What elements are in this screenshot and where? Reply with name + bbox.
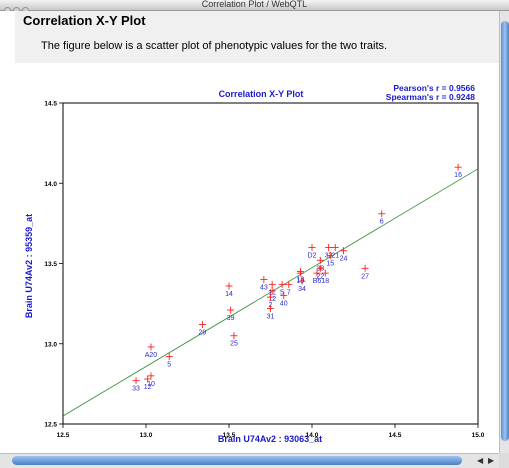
x-axis-label: Brain U74Av2 : 93063_at bbox=[218, 434, 322, 444]
data-point: 15 bbox=[326, 251, 334, 267]
data-point: 12 bbox=[144, 375, 152, 391]
data-point: 25 bbox=[230, 332, 238, 348]
data-point-label: B6 bbox=[313, 278, 322, 285]
horizontal-scrollbar[interactable]: ◀ ▶ bbox=[0, 453, 499, 468]
page-description: The figure below is a scatter plot of ph… bbox=[41, 40, 388, 52]
scrollbar-corner bbox=[499, 453, 509, 468]
data-point: D2 bbox=[308, 243, 317, 259]
y-tick-label: 12.5 bbox=[44, 422, 57, 429]
plot-area bbox=[62, 102, 479, 425]
data-point: 24 bbox=[340, 247, 348, 263]
vertical-scroll-thumb[interactable] bbox=[501, 21, 509, 441]
scroll-right-arrow-icon[interactable]: ▶ bbox=[488, 456, 495, 465]
data-point: 27 bbox=[361, 264, 369, 280]
data-point: B6 bbox=[313, 269, 322, 285]
data-point-label: 25 bbox=[230, 341, 238, 348]
y-tick-label: 14.5 bbox=[44, 101, 57, 108]
data-point: 5 bbox=[278, 280, 286, 296]
data-point-label: 14 bbox=[225, 291, 233, 298]
data-point-label: 27 bbox=[361, 273, 369, 280]
y-tick-label: 13.0 bbox=[44, 341, 57, 348]
data-point: 7 bbox=[285, 280, 293, 296]
data-point-label: 40 bbox=[280, 301, 288, 308]
data-point-label: 13 bbox=[296, 277, 304, 284]
data-point-label: 12 bbox=[268, 296, 276, 303]
data-point-label: 31 bbox=[267, 313, 275, 320]
data-point-label: 5 bbox=[167, 362, 171, 369]
x-tick-label: 12.5 bbox=[57, 432, 70, 439]
scatter-chart: 1662427322115D2382218B613193474311125402… bbox=[24, 83, 485, 444]
x-tick-label: 13.0 bbox=[140, 432, 153, 439]
data-point-label: 24 bbox=[340, 256, 348, 263]
pearson-stat: Pearson's r = 0.9566 bbox=[393, 83, 475, 93]
data-point-label: 34 bbox=[298, 286, 306, 293]
data-point-label: 12 bbox=[144, 384, 152, 391]
data-point: 43 bbox=[260, 276, 268, 292]
data-point-label: 19 bbox=[296, 278, 304, 285]
data-point-label: 5 bbox=[280, 289, 284, 296]
data-point: 39 bbox=[227, 306, 235, 322]
y-tick-label: 13.5 bbox=[44, 261, 57, 268]
data-point: 19 bbox=[296, 269, 304, 285]
page-content: Correlation X-Y Plot The figure below is… bbox=[0, 11, 499, 453]
data-point: 40 bbox=[280, 292, 288, 308]
page-title: Correlation X-Y Plot bbox=[23, 13, 146, 28]
data-point: 5 bbox=[165, 353, 173, 369]
data-point: 31 bbox=[267, 304, 275, 320]
horizontal-scroll-thumb[interactable] bbox=[12, 456, 462, 465]
x-tick-label: 14.5 bbox=[389, 432, 402, 439]
data-point: 10 bbox=[147, 372, 155, 388]
data-point: 33 bbox=[132, 377, 140, 393]
x-tick-label: 15.0 bbox=[472, 432, 485, 439]
data-point-label: 15 bbox=[326, 260, 334, 267]
data-point-label: 18 bbox=[321, 278, 329, 285]
data-point-label: 21 bbox=[331, 252, 339, 259]
window-titlebar: Correlation Plot / WebQTL bbox=[0, 0, 509, 14]
data-point: 21 bbox=[331, 243, 339, 259]
data-point-label: 29 bbox=[199, 329, 207, 336]
data-point-label: D2 bbox=[308, 252, 317, 259]
x-tick-label: 14.0 bbox=[306, 432, 319, 439]
data-point: 18 bbox=[321, 269, 329, 285]
scroll-left-arrow-icon[interactable]: ◀ bbox=[477, 456, 484, 465]
chart-title: Correlation X-Y Plot bbox=[219, 89, 304, 99]
data-point: 6 bbox=[378, 210, 386, 226]
data-point: 32 bbox=[325, 243, 333, 259]
y-tick-label: 14.0 bbox=[44, 181, 57, 188]
data-point-label: A20 bbox=[145, 352, 158, 359]
page-header: Correlation X-Y Plot The figure below is… bbox=[15, 11, 499, 63]
data-point: 22 bbox=[316, 264, 324, 280]
data-point: 34 bbox=[298, 277, 306, 293]
y-axis-label: Brain U74Av2 : 95359_at bbox=[24, 214, 34, 318]
data-point: 29 bbox=[199, 320, 207, 336]
data-point: 12 bbox=[268, 287, 276, 303]
data-point-label: 10 bbox=[147, 381, 155, 388]
x-tick-label: 13.5 bbox=[223, 432, 236, 439]
data-point-label: 32 bbox=[325, 252, 333, 259]
regression-line bbox=[62, 168, 479, 417]
data-point-label: 22 bbox=[316, 273, 324, 280]
data-point-label: 6 bbox=[380, 219, 384, 226]
data-point: 14 bbox=[225, 282, 233, 298]
spearman-stat: Spearman's r = 0.9248 bbox=[386, 92, 475, 102]
data-point-label: 39 bbox=[227, 315, 235, 322]
data-point-label: 43 bbox=[260, 285, 268, 292]
data-point-label: 7 bbox=[287, 289, 291, 296]
data-point: 16 bbox=[454, 163, 462, 179]
data-point-label: 16 bbox=[454, 172, 462, 179]
data-point-label: 33 bbox=[132, 386, 140, 393]
vertical-scrollbar[interactable] bbox=[499, 11, 509, 453]
window-title: Correlation Plot / WebQTL bbox=[201, 0, 308, 9]
data-point: A20 bbox=[145, 343, 158, 359]
